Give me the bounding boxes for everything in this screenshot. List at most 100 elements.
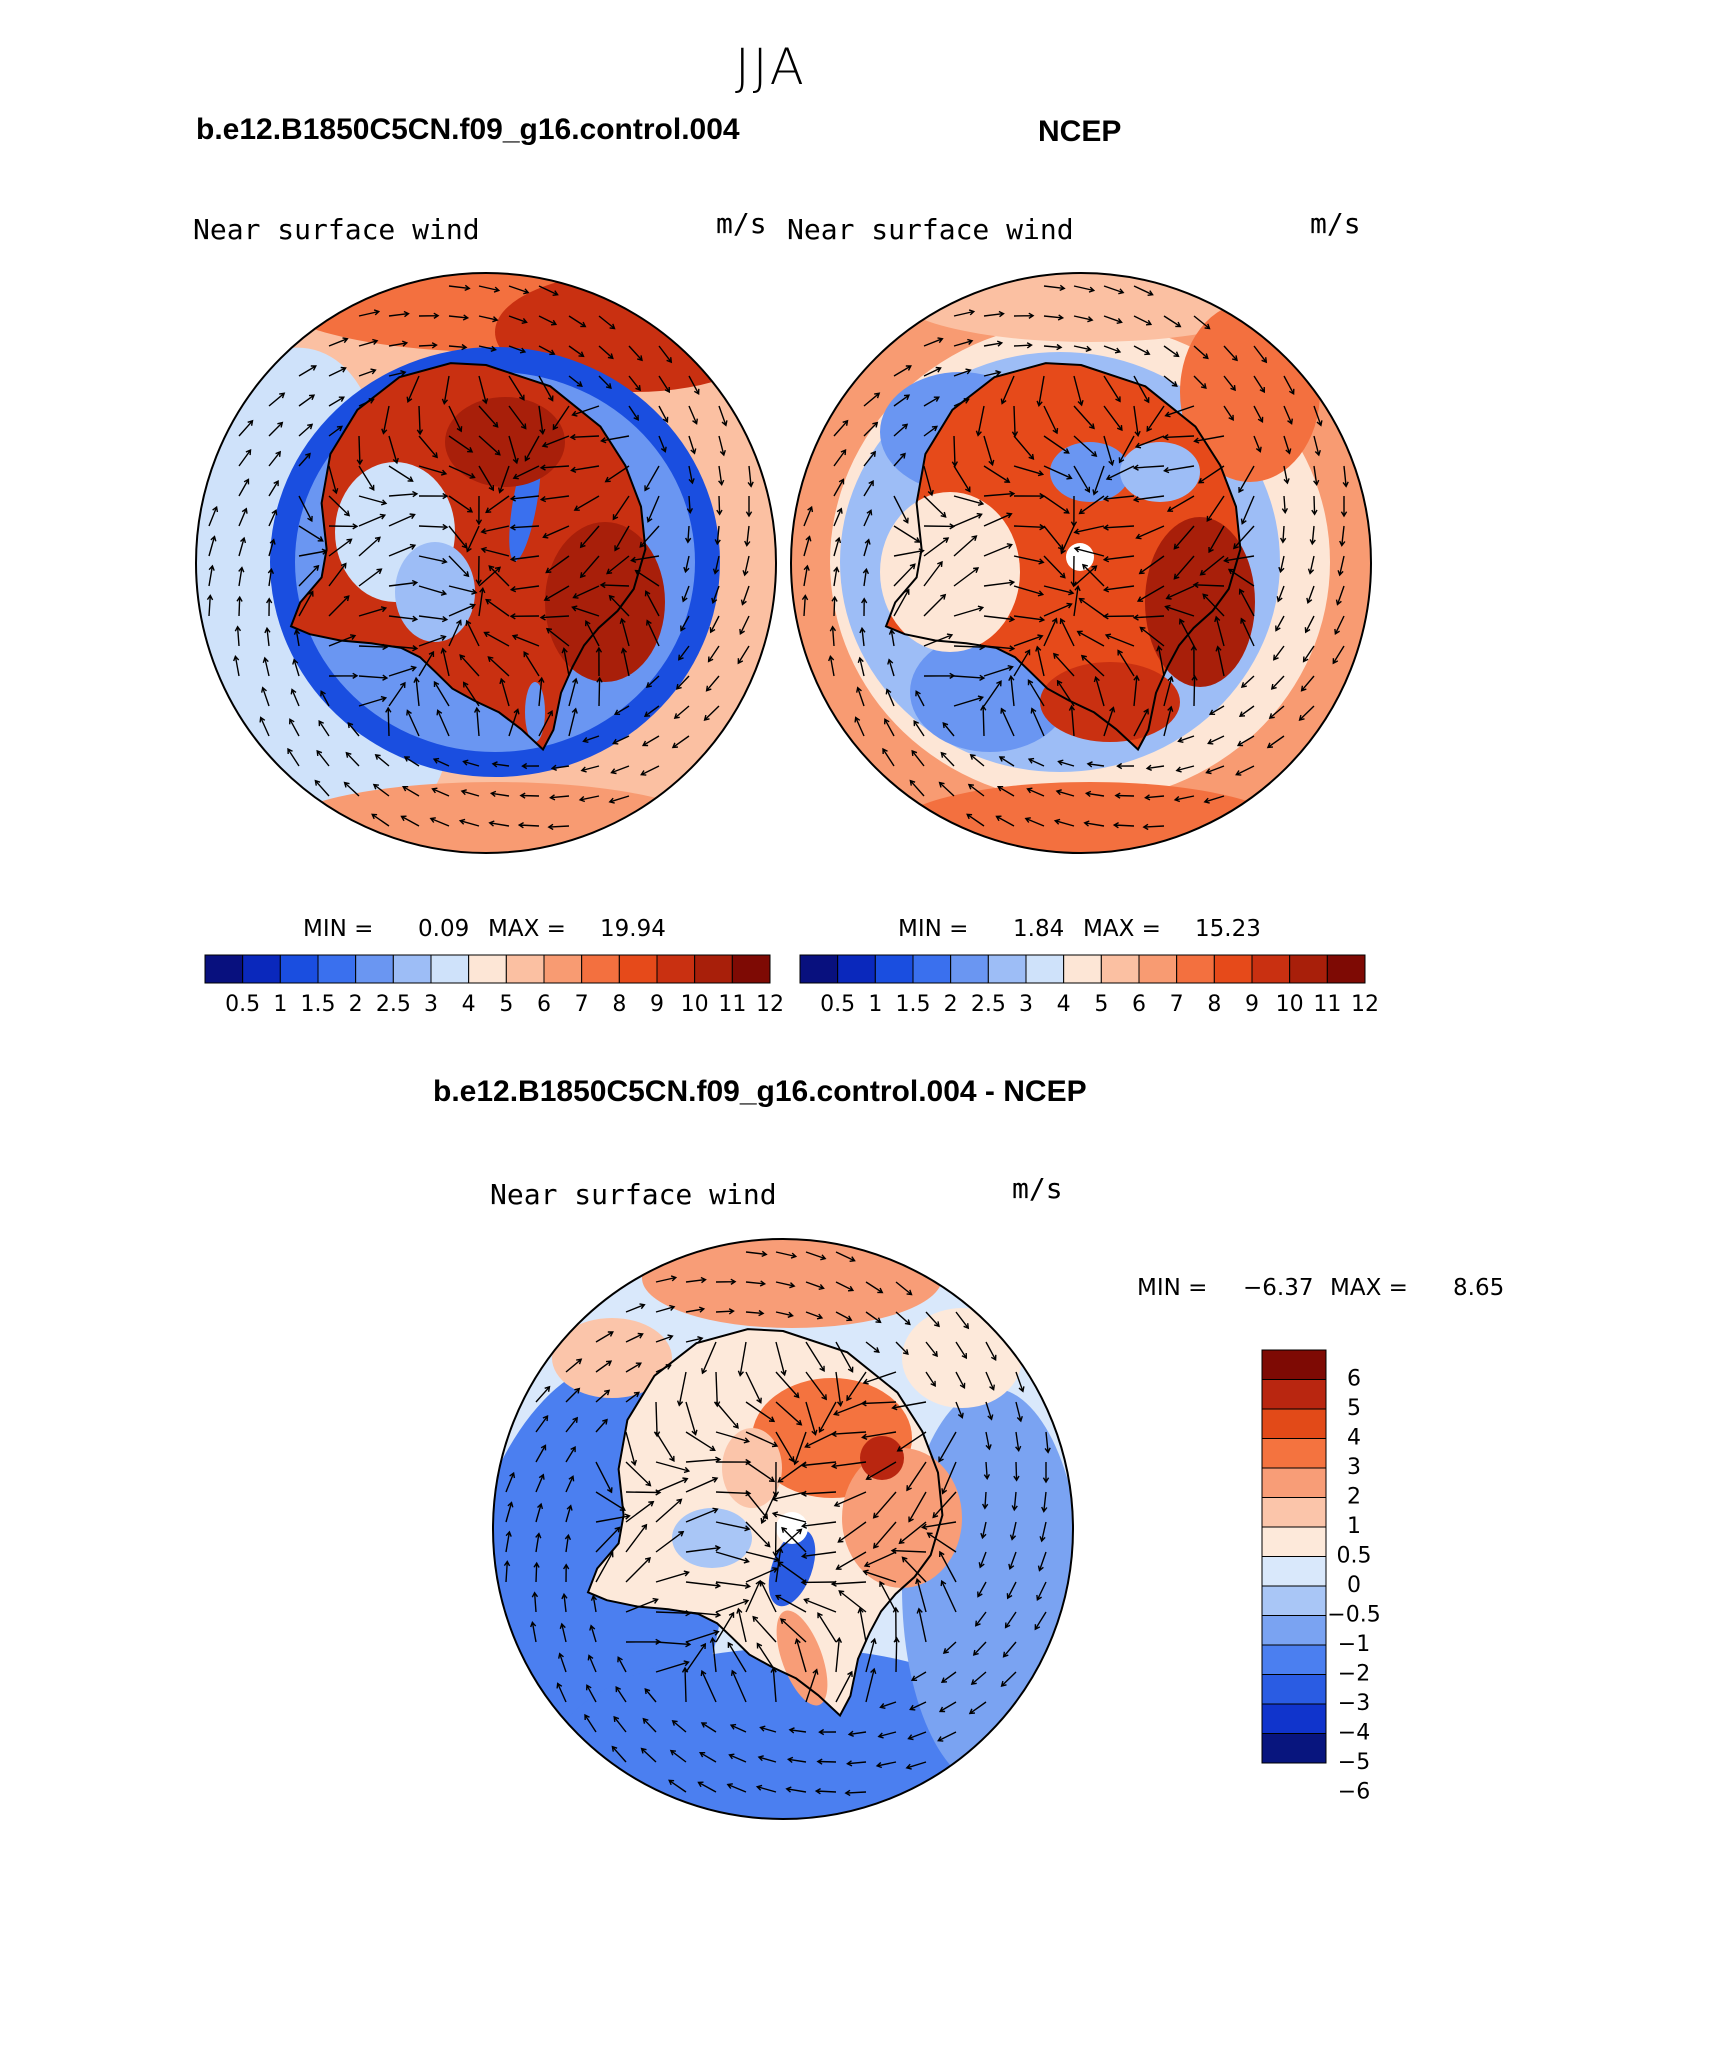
diff-map-contour-region (722, 1428, 782, 1508)
diff-map-wind-vector (655, 1530, 685, 1553)
model-map-wind-vector (358, 465, 375, 491)
ncep-map-wind-vector (1092, 465, 1105, 496)
diff-map-contour-region (776, 1512, 808, 1544)
ncep-map-wind-vector (969, 754, 985, 767)
diff-map-wind-vector (780, 1618, 807, 1643)
diff-map-wind-vector (804, 1431, 837, 1448)
ncep-map-wind-vector (1073, 584, 1081, 617)
model-map-wind-vector (712, 555, 720, 575)
model-map-wind-vector (508, 375, 525, 401)
ncep-map-wind-vector (1133, 285, 1154, 296)
model-map-wind-vector (499, 677, 510, 707)
model-map-wind-vector (403, 756, 420, 767)
diff-map-wind-vector (1015, 1371, 1025, 1393)
panel-3-colorbar-tick-label: −5 (1338, 1750, 1370, 1775)
ncep-map-wind-vector (862, 567, 870, 587)
ncep-map-wind-vector (953, 674, 986, 682)
diff-map-wind-vector (685, 1476, 719, 1493)
ncep-map-wind-vector (887, 658, 895, 677)
model-map-wind-vector (614, 525, 630, 552)
ncep-map-contour-region (1066, 543, 1094, 571)
diff-map-wind-vector (938, 1701, 957, 1713)
model-map-wind-vector (596, 676, 603, 707)
ncep-map-wind-vector (983, 435, 995, 467)
ncep-map-wind-vector (1199, 555, 1225, 576)
diff-map-wind-vector (699, 1752, 717, 1763)
ncep-map-wind-vector (828, 654, 835, 677)
diff-map-wind-vector (805, 1281, 825, 1290)
model-map-wind-vector (488, 820, 510, 827)
diff-map-wind-vector (785, 1786, 807, 1793)
ncep-map-wind-vector (1300, 675, 1315, 692)
model-map-wind-vector (628, 375, 641, 392)
diff-map-wind-vector (671, 1720, 687, 1733)
diff-map-wind-vector (835, 1670, 853, 1703)
ncep-map-wind-vector (1043, 495, 1070, 514)
ncep-map-wind-vector (1112, 821, 1135, 829)
ncep-map-wind-vector (1240, 675, 1255, 689)
ncep-map-wind-vector (893, 495, 909, 524)
ncep-map-wind-vector (1117, 649, 1135, 677)
diff-map-wind-vector (615, 1685, 627, 1703)
ncep-map-wind-vector (1223, 345, 1238, 362)
model-map-wind-vector (381, 405, 390, 435)
diff-map-wind-vector (771, 1511, 807, 1523)
ncep-map-wind-vector (893, 394, 911, 407)
diff-map-wind-vector (625, 1523, 648, 1553)
ncep-map-wind-vector (1235, 765, 1255, 776)
diff-map-wind-vector (805, 1401, 818, 1436)
model-map-wind-vector (266, 597, 273, 617)
model-map-wind-vector (658, 345, 673, 364)
diff-map-wind-vector (531, 1591, 539, 1613)
model-map-wind-vector (640, 765, 660, 776)
model-map-wind-vector (459, 654, 480, 677)
ncep-map-wind-vector (953, 535, 978, 557)
model-map-wind-vector (328, 366, 347, 377)
ncep-map-wind-vector (1175, 765, 1195, 773)
model-map-wind-vector (292, 658, 300, 677)
ncep-map-wind-vector (1313, 435, 1321, 457)
diff-map-wind-vector (1013, 1461, 1020, 1482)
ncep-map-wind-vector (923, 593, 947, 617)
ncep-map-wind-vector (915, 690, 925, 707)
ncep-map-contour-region (1120, 442, 1200, 502)
ncep-map-wind-vector (1163, 315, 1182, 328)
panel-2-colorbar-tick-label: 9 (1245, 992, 1259, 1017)
diff-map-wind-vector (910, 1671, 927, 1681)
panel-1-colorbar-swatch-10 (581, 954, 620, 984)
model-map-wind-vector (595, 646, 603, 677)
ncep-map-wind-vector (1279, 525, 1287, 544)
diff-map-wind-vector (561, 1592, 568, 1613)
model-map-wind-vector (740, 585, 750, 606)
model-map-wind-vector (460, 789, 480, 797)
ncep-map-wind-vector (1102, 585, 1135, 593)
panel-2-colorbar-swatch-2 (874, 954, 914, 984)
diff-map-wind-vector (818, 1401, 837, 1433)
ncep-map-wind-vector (1132, 614, 1165, 621)
ncep-map-wind-vector (833, 419, 849, 437)
ncep-map-wind-vector (1179, 618, 1195, 647)
diff-map-wind-vector (905, 1761, 927, 1770)
model-map-wind-vector (287, 747, 300, 767)
diff-map-wind-vector (586, 1684, 597, 1703)
ncep-map-wind-vector (983, 512, 1013, 527)
ncep-map-wind-vector (913, 719, 925, 737)
diff-map-wind-vector (865, 1667, 877, 1703)
diff-map-wind-vector (715, 1308, 735, 1315)
ncep-map-wind-vector (1104, 633, 1135, 647)
model-map-wind-vector (388, 665, 417, 677)
difference-wind-speed-map (492, 1238, 1074, 1820)
model-map-wind-vector (538, 676, 545, 707)
ncep-map-wind-vector (998, 756, 1015, 767)
ncep-map-wind-vector (1275, 615, 1285, 632)
diff-map-wind-vector (565, 1445, 576, 1463)
diff-map-wind-vector (775, 1251, 798, 1259)
diff-map-wind-vector (816, 1758, 837, 1765)
model-map-wind-vector (208, 535, 217, 557)
model-map-wind-vector (585, 619, 600, 647)
ncep-map-wind-vector (833, 536, 842, 557)
model-map-wind-vector (688, 375, 700, 395)
ncep-map-wind-vector (1068, 704, 1076, 737)
panel-3-max-value: 8.65 (1453, 1275, 1505, 1301)
diff-map-wind-vector (865, 1461, 897, 1480)
